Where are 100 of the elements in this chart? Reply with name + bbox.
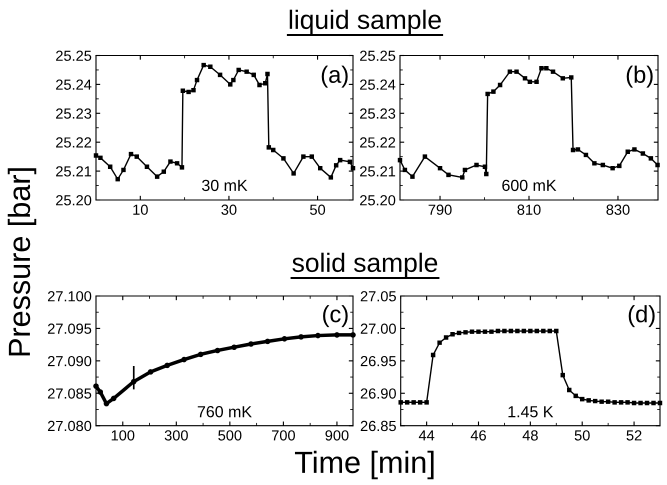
point bbox=[446, 172, 451, 178]
point bbox=[301, 154, 306, 159]
y-tick-label: 25.24 bbox=[56, 80, 92, 90]
point bbox=[218, 72, 222, 78]
x-tick-label: 790 bbox=[428, 204, 452, 215]
point bbox=[162, 169, 166, 174]
point bbox=[110, 396, 116, 402]
point bbox=[528, 80, 532, 84]
point bbox=[574, 394, 578, 398]
point bbox=[208, 64, 213, 69]
point bbox=[148, 369, 154, 375]
x-tick-label: 900 bbox=[325, 430, 349, 441]
point bbox=[632, 400, 636, 406]
point bbox=[201, 62, 206, 68]
y-tick-label: 27.00 bbox=[360, 324, 396, 334]
y-tick-label: 26.85 bbox=[360, 420, 396, 432]
point bbox=[554, 328, 559, 334]
point bbox=[514, 69, 519, 74]
point bbox=[463, 330, 468, 335]
x-tick-label: 500 bbox=[218, 430, 242, 441]
point bbox=[154, 174, 160, 179]
point bbox=[214, 348, 220, 354]
y-tick-label: 26.90 bbox=[360, 388, 396, 399]
point bbox=[144, 164, 150, 169]
point bbox=[576, 147, 580, 152]
point bbox=[651, 400, 656, 406]
point bbox=[134, 154, 139, 159]
point bbox=[541, 328, 546, 334]
point bbox=[655, 162, 660, 168]
y-axis-title: Pressure [bar] bbox=[8, 168, 36, 356]
point bbox=[338, 158, 342, 162]
point bbox=[93, 383, 99, 389]
point bbox=[402, 168, 408, 172]
point bbox=[484, 172, 489, 176]
point bbox=[508, 69, 512, 74]
point bbox=[264, 338, 270, 344]
point bbox=[328, 175, 334, 180]
y-tick-label: 25.20 bbox=[56, 195, 92, 206]
point bbox=[550, 69, 556, 74]
point bbox=[168, 159, 173, 164]
annotation: 30 mK bbox=[202, 180, 248, 192]
point bbox=[437, 340, 442, 345]
point bbox=[257, 82, 262, 88]
y-tick-label: 25.25 bbox=[360, 50, 396, 61]
point bbox=[252, 72, 256, 78]
chart-title: solid sample bbox=[292, 252, 438, 278]
point bbox=[228, 82, 232, 87]
annotation: (c) bbox=[323, 305, 348, 328]
point bbox=[618, 400, 624, 405]
point bbox=[482, 329, 488, 334]
point bbox=[648, 156, 654, 161]
point bbox=[522, 76, 528, 81]
x-tick-label: 46 bbox=[470, 430, 486, 441]
y-tick-label: 25.20 bbox=[360, 195, 396, 206]
point bbox=[130, 378, 137, 384]
point bbox=[281, 156, 286, 161]
point bbox=[502, 328, 507, 334]
point bbox=[569, 75, 574, 80]
point bbox=[592, 398, 598, 404]
point bbox=[482, 164, 488, 169]
annotation: 760 mK bbox=[198, 406, 252, 418]
point bbox=[450, 332, 455, 336]
x-tick-label: 830 bbox=[606, 204, 630, 215]
point bbox=[658, 400, 662, 406]
point bbox=[310, 154, 314, 159]
y-tick-label: 25.21 bbox=[360, 166, 396, 177]
point bbox=[474, 162, 479, 168]
x-tick-label: 44 bbox=[418, 430, 434, 440]
point bbox=[606, 399, 610, 404]
y-tick-label: 27.100 bbox=[48, 291, 92, 302]
point bbox=[115, 176, 120, 182]
y-tick-label: 25.23 bbox=[56, 108, 92, 119]
point bbox=[548, 328, 552, 334]
point bbox=[174, 161, 180, 166]
point bbox=[231, 78, 236, 82]
point bbox=[638, 400, 643, 406]
point bbox=[263, 81, 268, 86]
point bbox=[626, 150, 630, 154]
point bbox=[489, 329, 494, 334]
y-tick-label: 27.095 bbox=[48, 324, 92, 334]
point bbox=[398, 400, 403, 405]
annotation: 1.45 K bbox=[508, 406, 554, 418]
point bbox=[625, 400, 630, 405]
point bbox=[94, 153, 98, 158]
point bbox=[191, 88, 196, 92]
point bbox=[180, 88, 186, 93]
point bbox=[282, 336, 288, 342]
point bbox=[334, 332, 340, 338]
point bbox=[515, 328, 520, 334]
y-tick-label: 25.25 bbox=[56, 50, 92, 61]
point bbox=[570, 148, 576, 152]
point bbox=[266, 145, 272, 150]
point bbox=[470, 329, 474, 334]
point bbox=[438, 166, 442, 170]
x-tick-label: 52 bbox=[626, 430, 642, 441]
y-tick-label: 25.24 bbox=[360, 80, 396, 90]
point bbox=[462, 168, 468, 172]
point bbox=[98, 156, 103, 160]
point bbox=[592, 161, 597, 166]
annotation: (b) bbox=[626, 66, 653, 88]
